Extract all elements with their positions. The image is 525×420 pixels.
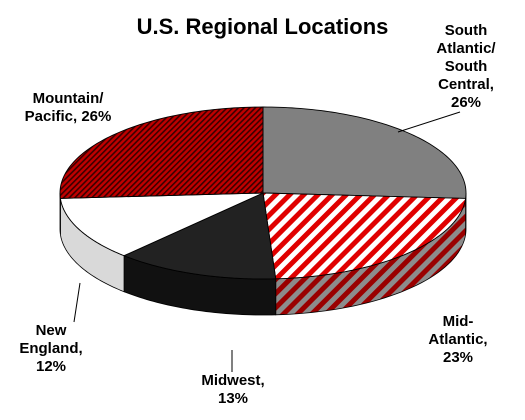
slice-label-line: Atlantic/	[436, 40, 496, 57]
slice-label-line: Atlantic,	[428, 331, 488, 348]
slice-label-line: 26%	[450, 94, 482, 111]
slice-label-new-england: New England, 12%	[10, 322, 92, 376]
leader-line-new-england	[73, 282, 81, 323]
slice-label-line: South	[444, 58, 488, 75]
slice-label-line: South	[444, 22, 488, 39]
chart-title: U.S. Regional Locations	[136, 14, 389, 39]
slice-label-mountain-pacific: Mountain/Pacific, 26%	[6, 90, 130, 126]
slice-label-line: 23%	[442, 349, 474, 366]
slice-label-midwest: Midwest, 13%	[190, 372, 276, 408]
slice-label-line: Mountain/	[32, 90, 104, 107]
slice-label-line: 13%	[217, 390, 249, 407]
slice-label-line: Central,	[438, 76, 494, 93]
slice-label-line: 12%	[35, 358, 67, 375]
pie-slice-mountain-pacific	[59, 106, 264, 199]
pie-slice-south-atlantic-south-central	[262, 106, 467, 199]
slice-label-line: England,	[19, 340, 83, 357]
slice-label-line: Midwest,	[201, 372, 265, 389]
pie-slice-midwest	[122, 192, 277, 280]
slice-label-line: New	[35, 322, 67, 339]
leader-line-south-atlantic-south-central	[397, 111, 461, 133]
pie-slice-mid-atlantic	[262, 192, 467, 280]
slice-label-mid-atlantic: Mid- Atlantic, 23%	[418, 313, 498, 367]
pie-slice-new-england	[59, 192, 264, 257]
slice-label-south-atlantic-south-central: South Atlantic/South Central, 26%	[420, 22, 512, 112]
slice-label-line: Pacific, 26%	[24, 108, 112, 125]
slice-label-line: Mid-	[442, 313, 474, 330]
